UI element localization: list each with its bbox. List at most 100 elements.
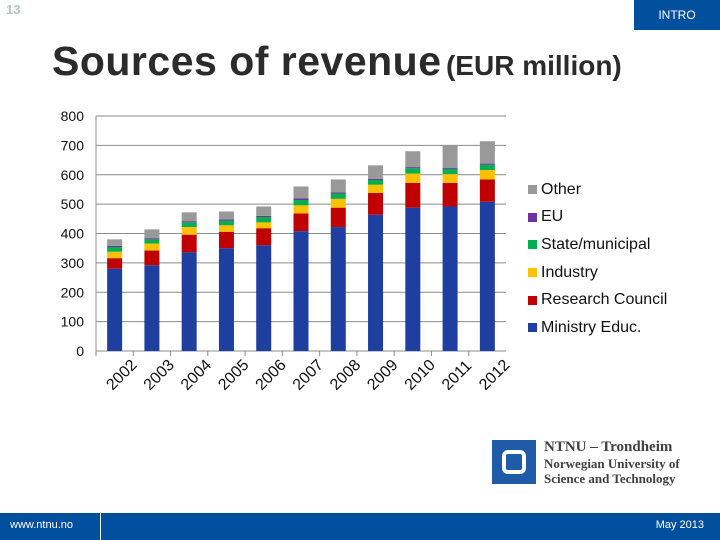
bar-segment [218, 211, 234, 220]
legend-swatch [528, 323, 537, 333]
bar-segment [479, 170, 495, 180]
bar-segment [330, 192, 346, 194]
legend-swatch [528, 185, 537, 195]
y-tick-label: 600 [61, 167, 85, 183]
bar-segment [144, 239, 160, 244]
bar-segment [181, 227, 197, 235]
ntnu-logo-icon [492, 440, 536, 484]
bar-segment [442, 145, 458, 168]
legend-label: Ministry Educ. [541, 318, 642, 336]
bar-segment [144, 243, 160, 251]
legend-label: Industry [541, 263, 598, 281]
ntnu-logo: NTNU – Trondheim Norwegian University of… [492, 438, 680, 486]
bar-segment [218, 219, 234, 221]
bar-segment [293, 231, 309, 351]
legend-swatch [528, 212, 537, 222]
footer-divider [100, 513, 101, 540]
footer-url: www.ntnu.no [10, 519, 73, 531]
bar-segment [181, 234, 197, 253]
bar-segment [479, 141, 495, 164]
bar-segment [181, 212, 197, 222]
bar-segment [442, 174, 458, 183]
y-tick-label: 400 [61, 226, 85, 242]
bar-segment [107, 239, 123, 246]
x-tick-label: 2005 [215, 357, 252, 394]
legend-item: EU [528, 204, 667, 232]
bar-segment [256, 228, 272, 246]
legend-label: Other [541, 180, 582, 198]
bar-segment [293, 205, 309, 214]
bar-segment [330, 198, 346, 208]
bar-segment [405, 168, 421, 174]
legend-swatch [528, 240, 537, 250]
bar-segment [218, 225, 234, 232]
bar-segment [293, 186, 309, 199]
bar-segment [256, 222, 272, 229]
x-tick-label: 2004 [178, 357, 215, 394]
legend-item: Ministry Educ. [528, 314, 667, 342]
bar-segment [368, 165, 384, 179]
bar-segment [330, 193, 346, 199]
bar-segment [330, 227, 346, 351]
page-title: Sources of revenue (EUR million) [52, 38, 622, 85]
bar-segment [405, 182, 421, 208]
bar-segment [368, 192, 384, 215]
bar-segment [405, 207, 421, 351]
bar-segment [181, 221, 197, 223]
chart-legend: Other EU State/municipal Industry Research C… [528, 176, 667, 342]
x-tick-label: 2002 [103, 357, 140, 394]
logo-line-1: Norwegian University of [544, 456, 680, 471]
legend-swatch [528, 295, 537, 305]
x-tick-label: 2012 [476, 357, 513, 394]
y-tick-label: 800 [61, 108, 85, 124]
x-tick-label: 2006 [253, 357, 290, 394]
bar-segment [218, 220, 234, 226]
bar-segment [293, 198, 309, 201]
bar-segment [479, 164, 495, 171]
y-tick-label: 300 [61, 255, 85, 271]
bar-segment [144, 229, 160, 239]
bar-segment [218, 248, 234, 351]
bar-segment [144, 238, 160, 240]
bar-segment [442, 167, 458, 169]
y-tick-label: 500 [61, 196, 85, 212]
bar-segment [368, 184, 384, 193]
y-tick-label: 0 [76, 343, 84, 359]
bar-segment [256, 206, 272, 216]
y-tick-label: 200 [61, 284, 85, 300]
bar-segment [405, 151, 421, 168]
legend-label: Research Council [541, 291, 668, 309]
bar-segment [405, 167, 421, 169]
legend-item: Other [528, 176, 667, 204]
bar-segment [107, 268, 123, 351]
bar-segment [256, 215, 272, 218]
bar-segment [107, 251, 123, 259]
legend-swatch [528, 268, 537, 278]
section-tab: INTRO [634, 0, 720, 30]
bar-segment [107, 247, 123, 252]
bar-segment [479, 163, 495, 165]
x-tick-label: 2009 [364, 357, 401, 394]
legend-item: Industry [528, 259, 667, 287]
bar-segment [144, 265, 160, 351]
title-main: Sources of revenue [52, 38, 442, 84]
x-tick-label: 2011 [439, 357, 475, 393]
legend-item: State/municipal [528, 231, 667, 259]
legend-label: State/municipal [541, 235, 651, 253]
bar-segment [293, 213, 309, 232]
bar-segment [107, 258, 123, 269]
title-sub: (EUR million) [445, 50, 622, 81]
bar-segment [330, 207, 346, 228]
bar-segment [368, 178, 384, 181]
legend-item: Research Council [528, 286, 667, 314]
bar-segment [107, 245, 123, 248]
bar-segment [218, 231, 234, 249]
y-tick-label: 100 [61, 314, 85, 330]
legend-label: EU [541, 208, 564, 226]
logo-line-2: Science and Technology [544, 471, 676, 486]
bar-segment [256, 245, 272, 351]
slide-number: 13 [6, 2, 21, 17]
x-tick-label: 2008 [327, 357, 364, 394]
bar-segment [368, 214, 384, 351]
